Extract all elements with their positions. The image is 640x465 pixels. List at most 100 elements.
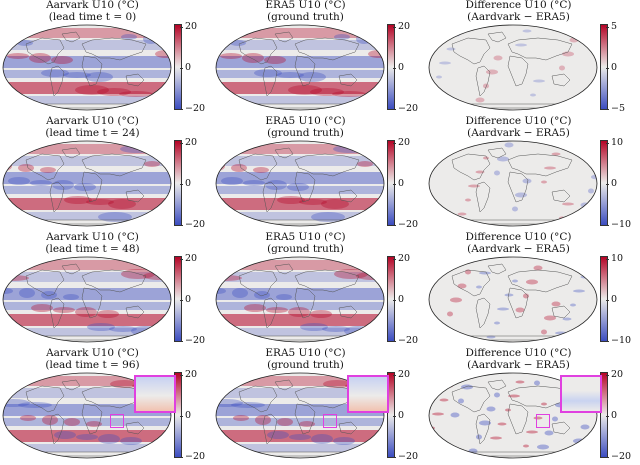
- difference-blob: [429, 160, 438, 166]
- zoom-inset: [347, 375, 389, 413]
- colorbar-tick-label: 10: [611, 253, 624, 264]
- coastline: [25, 385, 65, 413]
- coastline: [294, 385, 360, 409]
- panel-4-2: ERA5 U10 (°C) (ground truth) 20 0 −20: [213, 347, 426, 464]
- coastline: [238, 37, 278, 65]
- panel-title-line1: ERA5 U10 (°C): [265, 231, 346, 243]
- difference-blob: [577, 101, 583, 107]
- coastline: [61, 379, 81, 391]
- wind-band: [216, 376, 384, 386]
- colorbar-tick-mark: [180, 27, 183, 28]
- map-border: [2, 140, 172, 227]
- wind-band: [3, 198, 171, 210]
- map-border: [428, 140, 598, 227]
- difference-blob: [526, 430, 538, 434]
- world-map-svg: [215, 140, 385, 227]
- difference-blob: [504, 142, 514, 148]
- difference-blob: [508, 394, 520, 398]
- colorbar-tick-mark: [606, 109, 609, 110]
- wind-anomaly-blob: [31, 304, 53, 312]
- wind-band: [3, 70, 171, 78]
- colorbar-tick-mark: [180, 143, 183, 144]
- colorbar-tick-label: 0: [398, 410, 405, 421]
- colorbar-tick-label: −20: [398, 451, 419, 462]
- coastline: [475, 181, 491, 213]
- wind-anomaly-blob: [220, 53, 242, 59]
- coastline: [274, 31, 294, 43]
- world-map-svg: [428, 140, 598, 227]
- difference-blob: [465, 198, 471, 202]
- wind-band: [3, 212, 171, 220]
- coastline: [551, 189, 571, 203]
- panel-title-line1: Difference U10 (°C): [465, 231, 572, 243]
- panel-title-line2: (lead time t = 96): [45, 358, 140, 371]
- world-map-svg: [2, 256, 172, 343]
- coastline: [61, 263, 81, 275]
- wind-anomaly-blob: [87, 323, 115, 331]
- wind-anomaly-blob: [108, 199, 136, 209]
- coastline: [338, 73, 358, 87]
- panel-title: ERA5 U10 (°C) (ground truth): [213, 347, 398, 371]
- colorbar-tick-mark: [393, 416, 396, 417]
- colorbar: [174, 372, 182, 458]
- wind-band: [216, 198, 384, 210]
- panel-2-1: Aarvark U10 (°C) (lead time t = 24) 20 0 −20: [0, 115, 213, 232]
- wind-anomaly-blob: [19, 288, 35, 298]
- coastline: [274, 263, 294, 275]
- colorbar-tick-label: 20: [398, 21, 411, 32]
- difference-blob: [475, 97, 485, 103]
- wind-anomaly-blob: [231, 164, 247, 172]
- wind-band: [216, 40, 384, 50]
- coastline: [49, 65, 65, 97]
- wind-anomaly-blob: [321, 199, 349, 209]
- colorbar-tick-mark: [393, 27, 396, 28]
- wind-anomaly-blob: [334, 34, 350, 40]
- map-border: [2, 256, 172, 343]
- wind-anomaly-blob: [356, 34, 372, 44]
- difference-blob: [588, 261, 594, 265]
- wind-anomaly-blob: [264, 56, 286, 64]
- difference-blob: [446, 47, 456, 51]
- wind-anomaly-blob: [41, 69, 69, 77]
- coastline: [507, 153, 573, 177]
- colorbar-tick-label: 0: [185, 62, 192, 73]
- coastline: [125, 189, 145, 203]
- colorbar-tick-mark: [606, 184, 609, 185]
- colorbar-tick-mark: [180, 225, 183, 226]
- world-map-svg: [2, 140, 172, 227]
- world-map-svg: [215, 256, 385, 343]
- wind-band: [216, 302, 384, 310]
- wind-anomaly-blob: [29, 53, 51, 63]
- wind-band: [216, 82, 384, 94]
- wind-anomaly-blob: [221, 177, 243, 185]
- map-border: [428, 24, 598, 111]
- panel-title-line2: (Aardvark − ERA5): [467, 242, 570, 255]
- difference-blob: [457, 283, 467, 289]
- wind-band: [3, 430, 171, 442]
- world-map-svg: [428, 24, 598, 111]
- wind-anomaly-blob: [155, 50, 171, 58]
- difference-blob: [533, 265, 543, 271]
- wind-anomaly-blob: [63, 294, 79, 300]
- coastline: [507, 287, 529, 319]
- colorbar-tick-mark: [393, 375, 396, 376]
- difference-blob: [544, 315, 556, 321]
- coastline: [81, 171, 103, 203]
- panel-title-line2: (ground truth): [267, 242, 344, 255]
- coastline: [49, 297, 65, 329]
- panel-title-line2: (Aardvark − ERA5): [467, 358, 570, 371]
- colorbar: [387, 256, 395, 342]
- wind-anomaly-blob: [143, 34, 159, 44]
- panel-title-line2: (ground truth): [267, 10, 344, 23]
- panel-title: Difference U10 (°C) (Aardvark − ERA5): [426, 0, 611, 23]
- wind-anomaly-blob: [267, 431, 289, 439]
- wind-anomaly-blob: [64, 196, 92, 204]
- colorbar-tick-mark: [606, 27, 609, 28]
- difference-blob: [457, 212, 467, 216]
- wind-anomaly-blob: [86, 199, 114, 205]
- colorbar: [600, 140, 608, 226]
- difference-blob: [541, 402, 547, 406]
- wind-anomaly-blob: [289, 434, 311, 440]
- wind-anomaly-blob: [97, 310, 119, 318]
- wind-band: [216, 260, 384, 270]
